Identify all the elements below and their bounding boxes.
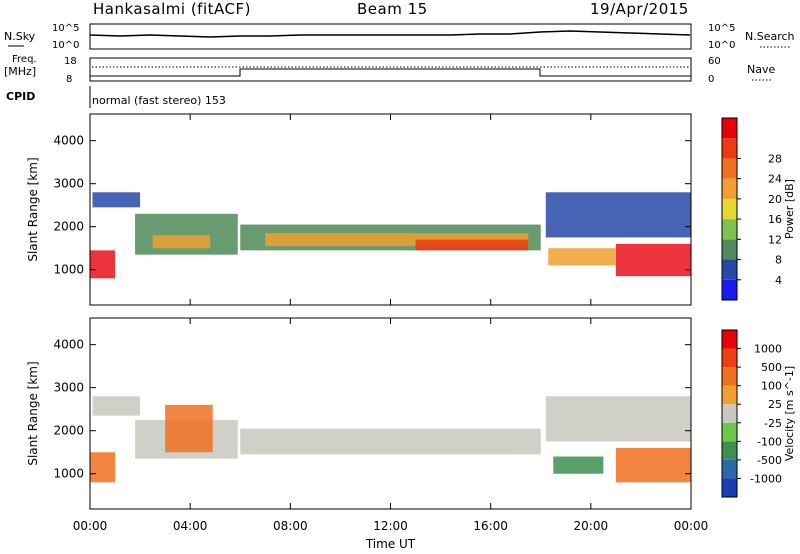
velocity-heatmap-panel: 1000 2000 3000 4000 Slant Range [km] 1000 500 1… — [26, 317, 796, 510]
power-panel-colorbar-segment — [722, 158, 737, 179]
time-axis-tick-label: 04:00 — [173, 519, 208, 533]
velocity-panel-colorbar-segment — [722, 348, 737, 368]
freq-right-tick-low: 0 — [708, 74, 714, 85]
power-panel-colorbar-segment — [722, 178, 737, 199]
time-axis-tick-label: 16:00 — [473, 519, 508, 533]
power-panel-band-6 — [415, 239, 529, 251]
velocity-panel-colorbar-segment — [722, 404, 737, 423]
power-panel-band-8 — [615, 243, 691, 277]
power-panel-colorbar-segment — [722, 239, 737, 260]
velocity-panel-band-0 — [90, 452, 116, 483]
power-panel-ytick-label: 2000 — [53, 220, 84, 234]
velocity-panel-band-4 — [240, 428, 541, 455]
velocity-panel-colorbar-segment — [722, 422, 737, 442]
power-panel-band-0 — [90, 250, 116, 279]
velocity-panel-colorbar-tick-label: 25 — [768, 398, 782, 411]
power-panel-colorbar-tick-label: 12 — [768, 233, 782, 246]
beam-title: Beam 15 — [357, 0, 428, 18]
velocity-panel-colorbar-tick-label: 1000 — [754, 343, 782, 356]
velocity-panel-ytick-label: 4000 — [53, 338, 84, 352]
velocity-panel-ytick-label: 3000 — [53, 381, 84, 395]
velocity-panel-colorbar-label: Velocity [m s^-1] — [783, 366, 796, 461]
power-panel-ytick-label: 3000 — [53, 177, 84, 191]
noise-sky-line — [89, 30, 691, 38]
power-panel-band-9 — [548, 248, 616, 266]
freq-left-label-2: [MHz] — [4, 65, 36, 78]
velocity-panel-band-3 — [165, 404, 213, 453]
velocity-panel-band-6 — [615, 447, 691, 483]
power-panel-colorbar-frame — [721, 117, 738, 301]
time-axis-tick-label: 00:00 — [674, 519, 709, 533]
velocity-panel-colorbar-tick-label: -500 — [757, 454, 782, 467]
velocity-panel-ytick-label: 1000 — [53, 467, 84, 481]
noise-panel-frame — [89, 23, 692, 50]
velocity-panel-colorbar-segment — [722, 367, 737, 386]
power-panel-colorbar-segment — [722, 198, 737, 220]
freq-panel-frame — [89, 57, 692, 82]
noise-right-tick-high: 10^5 — [708, 23, 735, 34]
power-panel-band-7 — [545, 192, 691, 238]
station-title: Hankasalmi (fitACF) — [93, 0, 251, 18]
power-panel-band-3 — [152, 235, 211, 249]
power-panel-colorbar-segment — [722, 219, 737, 240]
power-panel-colorbar-segment — [722, 279, 737, 300]
power-panel-ylabel: Slant Range [km] — [26, 157, 40, 261]
cpid-label: CPID — [6, 90, 35, 103]
nave-right-label: Nave — [747, 63, 775, 76]
velocity-panel-colorbar-segment — [722, 385, 737, 405]
freq-line — [90, 68, 691, 77]
noise-left-tick-low: 10^0 — [52, 40, 79, 51]
noise-right-tick-low: 10^0 — [708, 40, 735, 51]
freq-left-label-1: Freq. — [12, 54, 37, 65]
power-panel-colorbar-tick-label: 4 — [775, 274, 782, 287]
velocity-panel-band-5 — [545, 396, 691, 442]
freq-left-tick-low: 8 — [66, 74, 72, 85]
power-panel-colorbar-segment — [722, 259, 737, 280]
power-panel-band-1 — [92, 192, 141, 208]
velocity-panel-colorbar-tick-label: 500 — [761, 361, 782, 374]
time-axis-label: Time UT — [365, 537, 416, 551]
power-panel-colorbar-segment — [722, 118, 737, 139]
time-axis-tick-label: 20:00 — [574, 519, 609, 533]
power-panel-colorbar-tick-label: 8 — [775, 254, 782, 267]
power-panel-band-2 — [135, 213, 238, 255]
velocity-panel-colorbar-segment — [722, 330, 737, 349]
freq-left-tick-high: 18 — [64, 56, 77, 67]
velocity-panel-colorbar-segment — [722, 478, 737, 497]
power-panel-colorbar-tick-label: 28 — [768, 152, 782, 165]
noise-left-tick-high: 10^5 — [52, 23, 79, 34]
time-axis-tick-label: 12:00 — [373, 519, 408, 533]
noise-left-label: N.Sky — [4, 30, 36, 43]
freq-right-tick-high: 60 — [708, 56, 721, 67]
velocity-panel-colorbar-frame — [721, 329, 738, 498]
time-axis: 00:00 04:00 08:00 12:00 16:00 20:00 00:00 Time … — [73, 114, 709, 551]
power-panel-ytick-label: 1000 — [53, 263, 84, 277]
velocity-panel-colorbar-tick-label: -1000 — [750, 472, 782, 485]
power-panel-ytick-label: 4000 — [53, 134, 84, 148]
time-axis-tick-label: 08:00 — [273, 519, 308, 533]
power-panel-colorbar-tick-label: 24 — [768, 173, 782, 186]
velocity-panel-colorbar-segment — [722, 441, 737, 460]
velocity-panel-colorbar-tick-label: 100 — [761, 380, 782, 393]
date-title: 19/Apr/2015 — [590, 0, 689, 18]
velocity-panel-colorbar-tick-label: -100 — [757, 435, 782, 448]
power-panel-colorbar-segment — [722, 138, 737, 159]
velocity-panel-ylabel: Slant Range [km] — [26, 361, 40, 465]
velocity-panel-ytick-label: 2000 — [53, 424, 84, 438]
noise-right-label: N.Search — [745, 30, 795, 43]
velocity-panel-colorbar-segment — [722, 459, 737, 479]
power-panel-colorbar-tick-label: 16 — [768, 213, 782, 226]
time-axis-tick-label: 00:00 — [73, 519, 108, 533]
velocity-panel-band-7 — [553, 456, 604, 474]
velocity-panel-colorbar-tick-label: -25 — [764, 417, 782, 430]
power-panel-colorbar-label: Power [dB] — [783, 179, 796, 239]
velocity-panel-band-1 — [92, 396, 141, 416]
power-heatmap-panel: 1000 2000 3000 4000 Slant Range [km] 4 8 12 16 20… — [26, 113, 796, 306]
power-panel-colorbar-tick-label: 20 — [768, 193, 782, 206]
cpid-text: normal (fast stereo) 153 — [92, 94, 226, 107]
